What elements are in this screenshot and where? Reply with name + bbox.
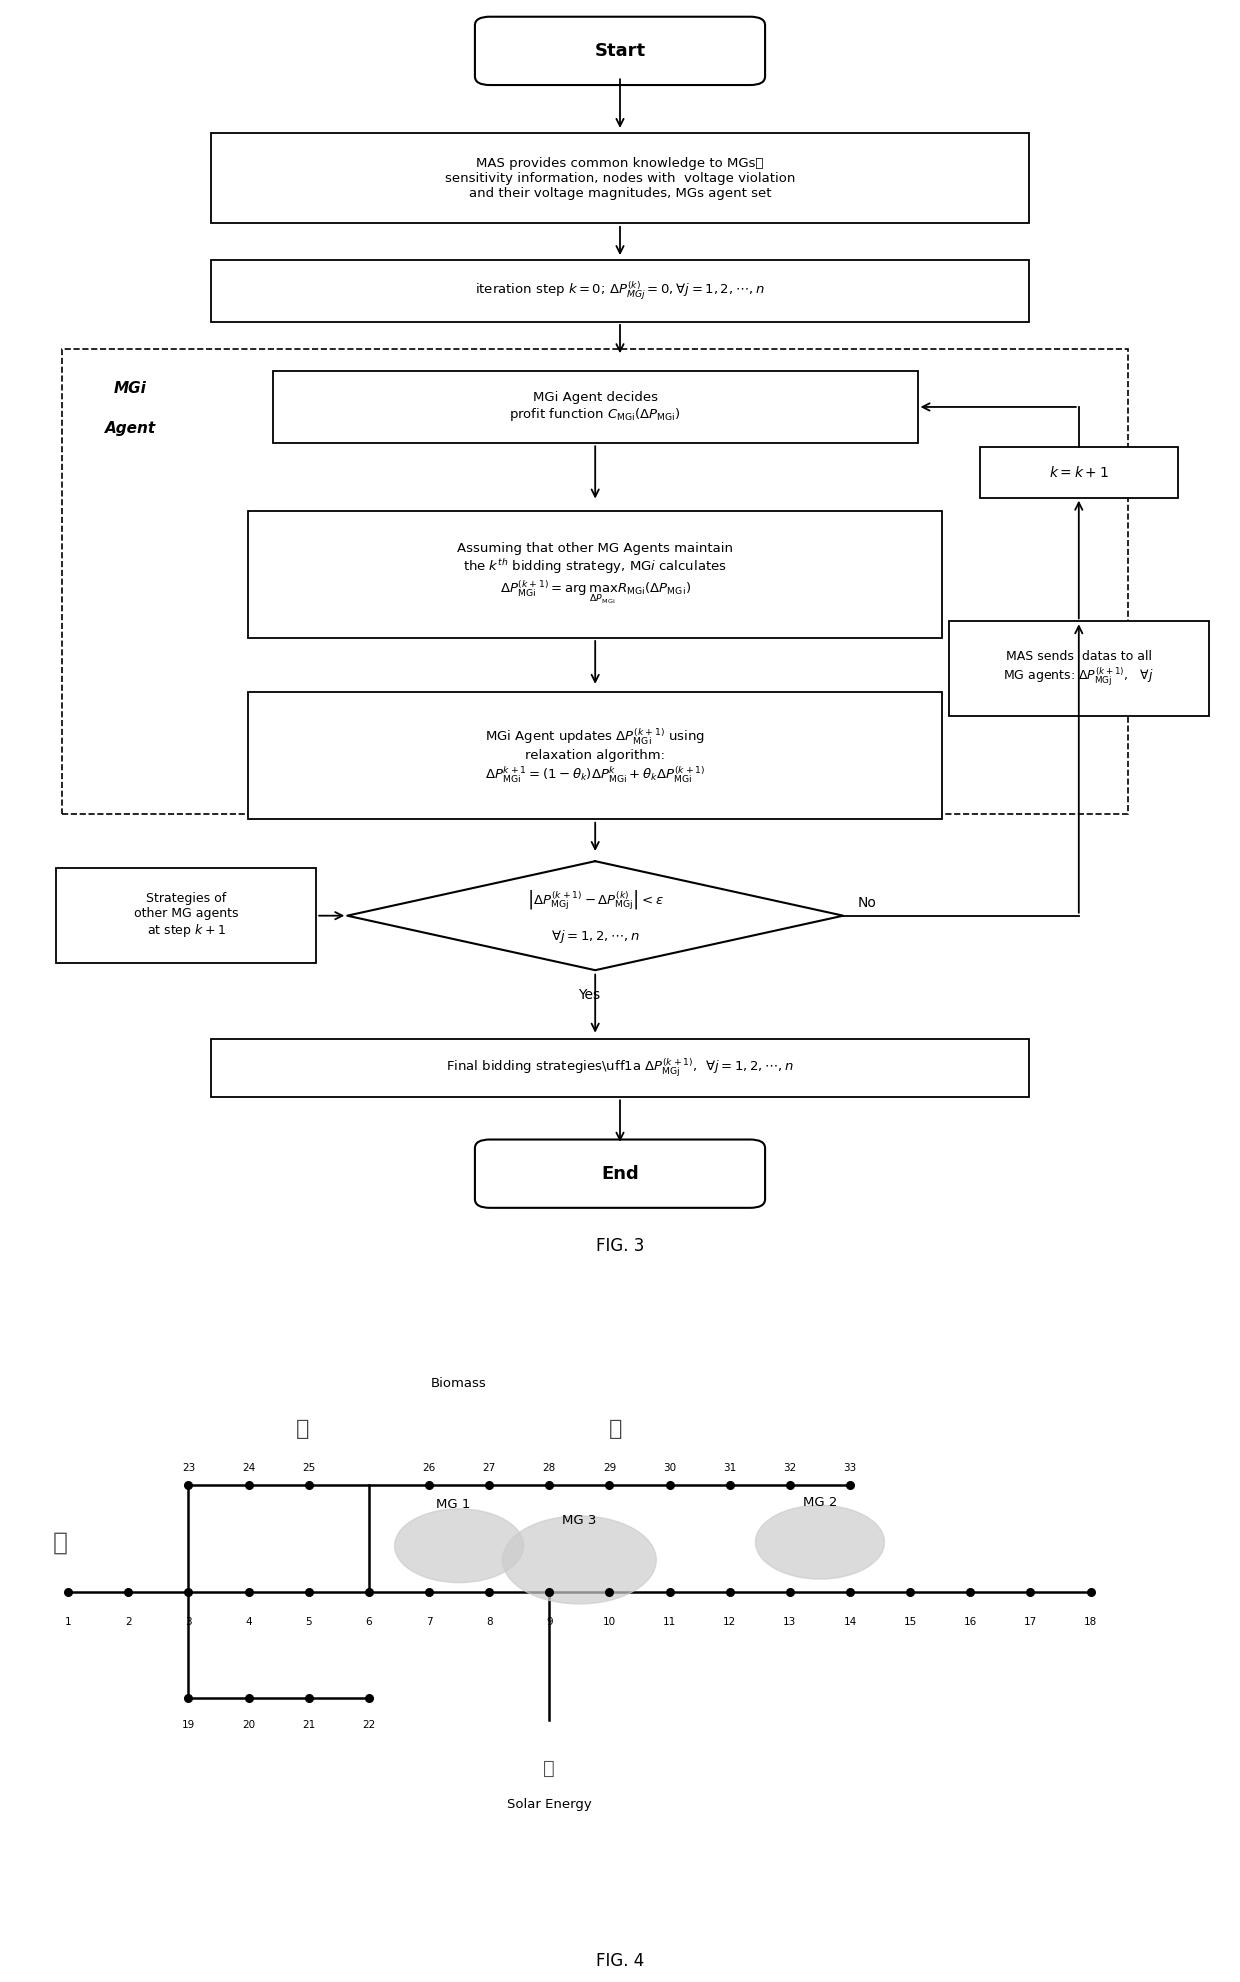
Text: 29: 29: [603, 1463, 616, 1473]
Text: 🌿: 🌿: [296, 1419, 309, 1439]
Text: FIG. 3: FIG. 3: [595, 1237, 645, 1255]
Text: MAS provides common knowledge to MGs：
sensitivity information, nodes with  volta: MAS provides common knowledge to MGs： se…: [445, 157, 795, 200]
Text: 25: 25: [303, 1463, 315, 1473]
Text: Assuming that other MG Agents maintain
the $k^{th}$ bidding strategy, MG$i$ calc: Assuming that other MG Agents maintain t…: [458, 541, 733, 606]
Text: Agent: Agent: [104, 422, 156, 436]
Text: 26: 26: [423, 1463, 435, 1473]
Text: MGi Agent decides
profit function $C_{\mathrm{MGi}}\left(\Delta P_{\mathrm{MGi}}: MGi Agent decides profit function $C_{\m…: [510, 390, 681, 424]
Text: 7: 7: [425, 1617, 433, 1627]
FancyBboxPatch shape: [475, 16, 765, 85]
Text: 33: 33: [843, 1463, 857, 1473]
Text: MGi: MGi: [114, 381, 146, 396]
Text: 21: 21: [303, 1720, 315, 1730]
Text: 24: 24: [242, 1463, 255, 1473]
Text: Strategies of
other MG agents
at step $k+1$: Strategies of other MG agents at step $k…: [134, 892, 238, 939]
Text: Biomass: Biomass: [432, 1377, 487, 1389]
Polygon shape: [347, 860, 843, 971]
Text: 16: 16: [963, 1617, 977, 1627]
Text: 2: 2: [125, 1617, 131, 1627]
FancyBboxPatch shape: [248, 511, 942, 638]
Text: 27: 27: [482, 1463, 496, 1473]
Text: $\left|\Delta P_{\mathrm{MGj}}^{(k+1)}-\Delta P_{\mathrm{MGj}}^{(k)}\right|<\var: $\left|\Delta P_{\mathrm{MGj}}^{(k+1)}-\…: [527, 888, 663, 912]
Text: 15: 15: [904, 1617, 916, 1627]
FancyBboxPatch shape: [949, 622, 1209, 716]
Text: 6: 6: [366, 1617, 372, 1627]
FancyBboxPatch shape: [211, 1039, 1029, 1098]
Circle shape: [394, 1508, 523, 1584]
Circle shape: [755, 1504, 884, 1580]
FancyBboxPatch shape: [273, 371, 918, 444]
Text: No: No: [858, 896, 877, 910]
Text: 🌿: 🌿: [609, 1419, 622, 1439]
Text: MGi Agent updates $\Delta P_{\mathrm{MGi}}^{(k+1)}$ using
relaxation algorithm:
: MGi Agent updates $\Delta P_{\mathrm{MGi…: [485, 727, 706, 785]
Text: $\forall j=1,2,\cdots,n$: $\forall j=1,2,\cdots,n$: [551, 928, 640, 945]
Text: 9: 9: [546, 1617, 553, 1627]
Text: 19: 19: [182, 1720, 195, 1730]
Text: MG 3: MG 3: [562, 1514, 596, 1526]
Text: 12: 12: [723, 1617, 737, 1627]
Text: 32: 32: [784, 1463, 796, 1473]
Text: 30: 30: [663, 1463, 676, 1473]
Text: Yes: Yes: [578, 989, 600, 1003]
Text: $k=k+1$: $k=k+1$: [1049, 466, 1109, 480]
Text: Start: Start: [594, 42, 646, 59]
Text: 1: 1: [64, 1617, 72, 1627]
Text: 17: 17: [1024, 1617, 1037, 1627]
Text: MG 1: MG 1: [435, 1498, 470, 1510]
FancyBboxPatch shape: [211, 133, 1029, 224]
Text: 4: 4: [246, 1617, 252, 1627]
Text: 14: 14: [843, 1617, 857, 1627]
Text: 20: 20: [242, 1720, 255, 1730]
Text: 3: 3: [185, 1617, 192, 1627]
Text: iteration step $k=0$; $\Delta P_{MGj}^{(k)}=0, \forall j=1,2,\cdots,n$: iteration step $k=0$; $\Delta P_{MGj}^{(…: [475, 279, 765, 301]
Text: 5: 5: [305, 1617, 312, 1627]
Text: 18: 18: [1084, 1617, 1097, 1627]
Text: Solar Energy: Solar Energy: [507, 1798, 591, 1812]
Text: FIG. 4: FIG. 4: [596, 1952, 644, 1970]
Text: MG 2: MG 2: [802, 1496, 837, 1508]
FancyBboxPatch shape: [980, 448, 1178, 497]
FancyBboxPatch shape: [248, 692, 942, 819]
Text: 🌱: 🌱: [543, 1758, 556, 1778]
Circle shape: [502, 1516, 656, 1603]
Text: Final bidding strategies\uff1a $\Delta P_{\mathrm{MGj}}^{(k+1)}$,  $\forall j=1,: Final bidding strategies\uff1a $\Delta P…: [446, 1056, 794, 1080]
Text: 8: 8: [486, 1617, 492, 1627]
Text: 13: 13: [784, 1617, 796, 1627]
FancyBboxPatch shape: [475, 1140, 765, 1207]
Bar: [62, 349, 1128, 815]
Text: 🗼: 🗼: [52, 1530, 68, 1554]
Text: End: End: [601, 1165, 639, 1183]
Text: 10: 10: [603, 1617, 616, 1627]
FancyBboxPatch shape: [56, 868, 316, 963]
Text: 28: 28: [543, 1463, 556, 1473]
Text: 11: 11: [663, 1617, 676, 1627]
Text: 22: 22: [362, 1720, 376, 1730]
Text: MAS sends  datas to all
MG agents: $\Delta P_{\mathrm{MGj}}^{(k+1)}$,   $\forall: MAS sends datas to all MG agents: $\Delt…: [1003, 650, 1154, 688]
Text: 23: 23: [182, 1463, 195, 1473]
Text: 31: 31: [723, 1463, 737, 1473]
FancyBboxPatch shape: [211, 260, 1029, 321]
